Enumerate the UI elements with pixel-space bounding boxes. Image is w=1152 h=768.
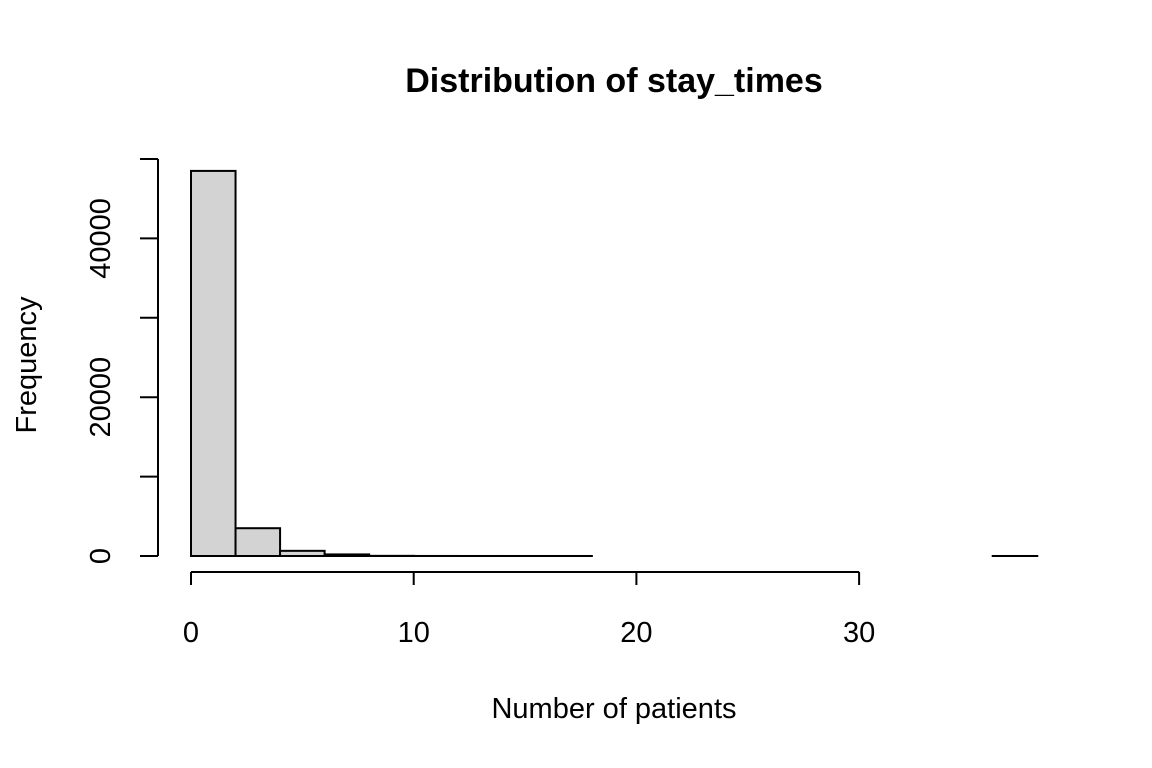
x-tick-label-0: 0: [183, 617, 199, 649]
x-axis-label: Number of patients: [491, 693, 736, 725]
x-tick-label-2: 20: [620, 617, 652, 649]
y-tick-label-2: 20000: [85, 357, 117, 438]
histogram-bar-2: [279, 549, 326, 557]
histogram-bar-0: [190, 169, 237, 557]
y-tick-label-4: 40000: [85, 198, 117, 279]
y-tick-label-0: 0: [85, 548, 117, 564]
histogram-bar-1: [234, 527, 282, 558]
x-tick-label-3: 30: [843, 617, 875, 649]
x-axis: 0 10 20 30: [183, 571, 875, 649]
histogram-bar-3: [323, 553, 371, 557]
y-axis: 0 20000 40000: [85, 158, 159, 564]
y-axis-label: Frequency: [11, 296, 43, 434]
chart-title: Distribution of stay_times: [405, 62, 823, 100]
x-tick-label-1: 10: [398, 617, 430, 649]
bars-group: [190, 169, 1039, 558]
